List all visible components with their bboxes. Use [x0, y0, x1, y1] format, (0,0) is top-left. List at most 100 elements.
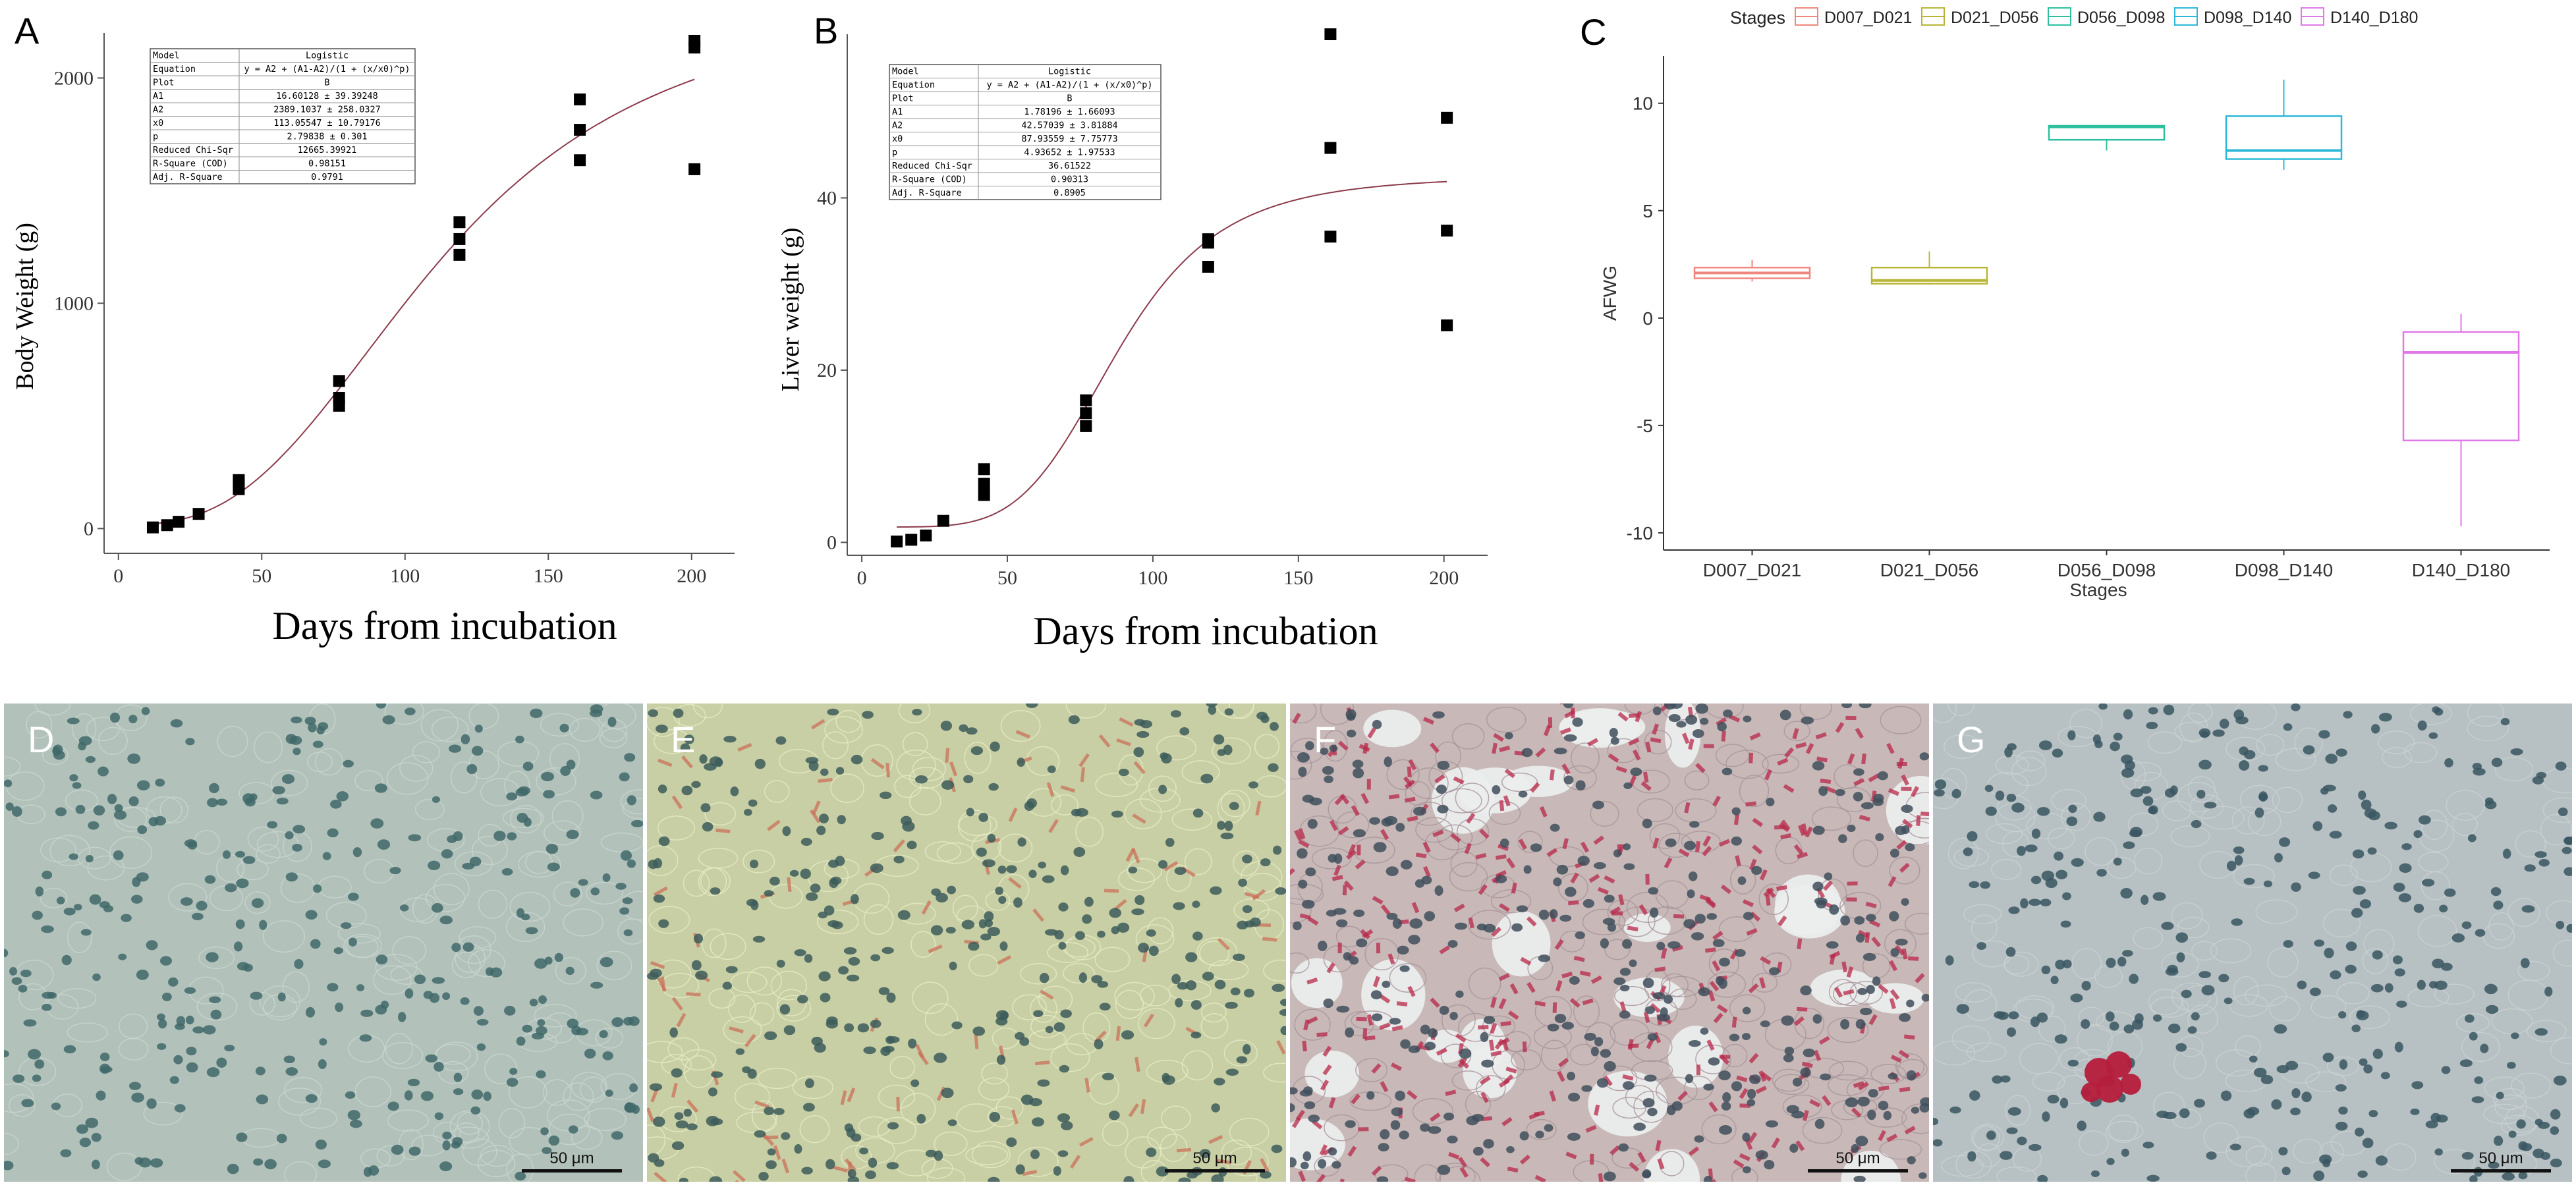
stained-granule — [1534, 1174, 1546, 1182]
cell-outline — [2187, 704, 2213, 723]
cell-nucleus — [671, 1068, 683, 1078]
cell-nucleus — [1700, 1028, 1709, 1035]
cell-nucleus — [1243, 1044, 1251, 1055]
cell-nucleus — [1202, 972, 1214, 981]
stained-granule — [1388, 794, 1400, 800]
cell-nucleus — [1835, 788, 1845, 796]
stained-granule — [896, 1097, 900, 1112]
cell-nucleus — [1530, 843, 1542, 852]
stats-table-value: 0.98151 — [308, 159, 346, 169]
cell-outline — [1414, 1164, 1442, 1182]
cell-nucleus — [2550, 1126, 2560, 1135]
cell-nucleus — [1324, 775, 1333, 783]
stained-granule — [1302, 1040, 1308, 1052]
cell-outline — [2233, 976, 2259, 1006]
cell-nucleus — [782, 826, 791, 837]
stained-granule — [1331, 875, 1343, 881]
cell-nucleus — [1829, 904, 1839, 915]
cell-outline — [1415, 817, 1453, 843]
cell-nucleus — [1307, 819, 1318, 829]
cell-nucleus — [2444, 758, 2453, 768]
stained-granule — [1853, 1081, 1864, 1088]
cell-nucleus — [1895, 939, 1908, 946]
cell-nucleus — [441, 849, 453, 859]
stained-granule — [1534, 1001, 1546, 1007]
cell-nucleus — [2066, 816, 2078, 827]
cell-nucleus — [1569, 976, 1580, 985]
cell-nucleus — [1717, 721, 1727, 732]
cell-nucleus — [236, 1132, 248, 1142]
cell-nucleus — [315, 1140, 327, 1150]
cell-nucleus — [176, 1016, 186, 1027]
stained-granule — [1677, 1090, 1688, 1101]
cell-nucleus — [947, 1119, 957, 1126]
cell-outline — [1181, 760, 1220, 784]
stained-granule — [773, 1145, 781, 1161]
stained-granule — [1128, 1103, 1139, 1118]
cell-nucleus — [1256, 711, 1268, 720]
cell-outline — [262, 920, 306, 953]
cell-nucleus — [566, 829, 579, 839]
cell-nucleus — [1857, 987, 1868, 995]
stained-granule — [1619, 1001, 1627, 1013]
stained-granule — [1526, 916, 1537, 927]
panel-b-liver-weight-chart: B Days from incubation Liver weight (g) … — [758, 0, 1528, 665]
cell-nucleus — [1621, 939, 1633, 949]
cell-nucleus — [1437, 804, 1449, 814]
cell-outline — [620, 891, 643, 921]
cell-nucleus — [1006, 865, 1017, 873]
cell-outline — [2079, 1130, 2109, 1156]
cell-nucleus — [625, 1102, 634, 1113]
stained-granule — [1032, 908, 1045, 922]
cell-nucleus — [1649, 907, 1659, 918]
cell-nucleus — [377, 839, 391, 850]
cell-nucleus — [2345, 941, 2357, 951]
cell-nucleus — [2399, 863, 2412, 873]
stained-granule — [1358, 744, 1370, 752]
micrograph-d: D 50 μm — [4, 704, 643, 1182]
cell-outline — [431, 716, 469, 742]
y-tick-label: -10 — [1627, 523, 1653, 543]
cell-nucleus — [1328, 854, 1337, 863]
cell-nucleus — [1995, 790, 2005, 801]
cell-outline — [584, 1107, 627, 1131]
cell-nucleus — [538, 995, 547, 1005]
cell-nucleus — [1700, 717, 1709, 725]
cell-nucleus — [1323, 998, 1333, 1008]
cell-nucleus — [313, 884, 322, 893]
cell-nucleus — [2276, 1065, 2289, 1074]
cell-nucleus — [1335, 919, 1348, 927]
cell-nucleus — [1607, 923, 1617, 932]
cell-outline — [2494, 757, 2534, 782]
stained-granule — [974, 1034, 979, 1049]
cell-nucleus — [2278, 1147, 2288, 1156]
cell-nucleus — [847, 1169, 856, 1178]
cell-nucleus — [158, 1019, 167, 1029]
cell-outline — [2256, 734, 2285, 756]
cell-outline — [77, 846, 111, 870]
stained-granule — [1774, 825, 1785, 830]
cell-nucleus — [460, 997, 470, 1005]
cell-nucleus — [471, 1090, 484, 1100]
stained-granule — [1430, 997, 1440, 1008]
cell-outline — [399, 754, 434, 782]
stained-granule — [1493, 732, 1504, 742]
cell-outline — [373, 965, 412, 995]
cell-nucleus — [1118, 768, 1129, 777]
stained-granule — [1758, 1070, 1766, 1082]
stained-granule — [1404, 1176, 1416, 1182]
cell-nucleus — [767, 1148, 776, 1156]
stained-granule — [1132, 814, 1146, 824]
cell-outline — [354, 770, 383, 792]
stained-granule — [1650, 1003, 1661, 1014]
cell-nucleus — [1506, 1146, 1515, 1153]
x-tick-label: 50 — [997, 567, 1017, 589]
cell-nucleus — [9, 966, 18, 976]
cell-nucleus — [1986, 1130, 1996, 1140]
cell-outline — [2171, 982, 2211, 1011]
cell-nucleus — [1109, 908, 1122, 918]
cell-nucleus — [1687, 889, 1695, 898]
cell-nucleus — [2113, 732, 2123, 741]
cell-nucleus — [797, 995, 808, 1004]
stained-granule — [1011, 1109, 1019, 1124]
